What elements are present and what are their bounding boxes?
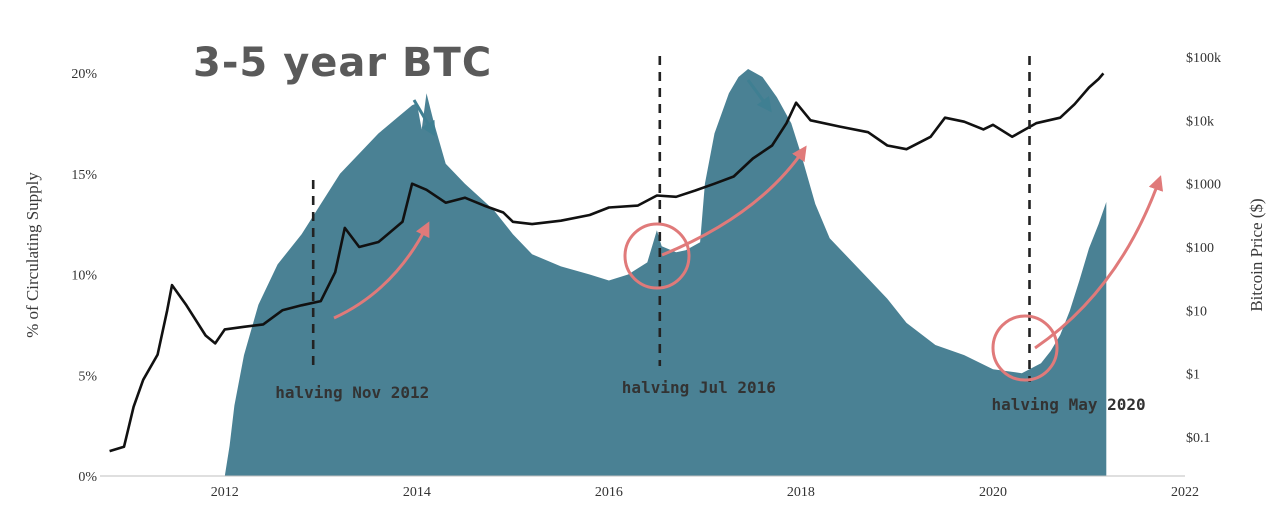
y-right-axis-ticks: $0.1 $1 $10 $100 $1000 $10k $100k <box>1186 51 1221 446</box>
y-left-tick-label: 5% <box>78 369 97 384</box>
y-right-axis-title: Bitcoin Price ($) <box>1247 198 1266 311</box>
price-line <box>109 72 1105 453</box>
y-right-tick-label: $1 <box>1186 368 1200 383</box>
rise-arrow <box>1034 175 1164 350</box>
halving-label: halving Nov 2012 <box>275 383 429 402</box>
y-right-tick-label: $0.1 <box>1186 431 1211 446</box>
highlight-circle <box>991 314 1059 382</box>
x-tick-label: 2012 <box>211 485 239 500</box>
annotations <box>333 79 1164 382</box>
supply-area <box>224 69 1107 476</box>
x-tick-label: 2020 <box>979 485 1007 500</box>
y-left-tick-label: 0% <box>78 470 97 485</box>
halving-label: halving Jul 2016 <box>622 378 776 397</box>
rise-arrow <box>661 145 807 257</box>
decline-arrow <box>412 99 436 137</box>
y-left-tick-label: 20% <box>71 67 97 82</box>
x-tick-label: 2016 <box>595 485 623 500</box>
y-left-axis-title: % of Circulating Supply <box>23 172 42 338</box>
y-left-tick-label: 15% <box>71 168 97 183</box>
y-right-tick-label: $10k <box>1186 114 1214 129</box>
rise-arrow <box>333 221 430 320</box>
y-right-tick-label: $1000 <box>1186 178 1221 193</box>
x-tick-label: 2014 <box>403 485 431 500</box>
y-right-tick-label: $10 <box>1186 304 1207 319</box>
y-right-tick-label: $100 <box>1186 241 1214 256</box>
chart-title: 3-5 year BTC <box>193 40 492 86</box>
plot-area <box>109 69 1107 476</box>
highlight-circle <box>623 222 691 290</box>
x-tick-label: 2018 <box>787 485 815 500</box>
y-left-tick-label: 10% <box>71 269 97 284</box>
y-right-tick-label: $100k <box>1186 51 1221 66</box>
decline-arrow <box>746 79 772 113</box>
x-axis-ticks: 2012 2014 2016 2018 2020 2022 <box>211 485 1199 500</box>
y-left-axis-ticks: 0% 5% 10% 15% 20% <box>71 67 97 485</box>
halving-label: halving May 2020 <box>992 395 1146 414</box>
x-tick-label: 2022 <box>1171 485 1199 500</box>
halving-markers: halving Nov 2012 halving Jul 2016 halving … <box>275 56 1146 414</box>
